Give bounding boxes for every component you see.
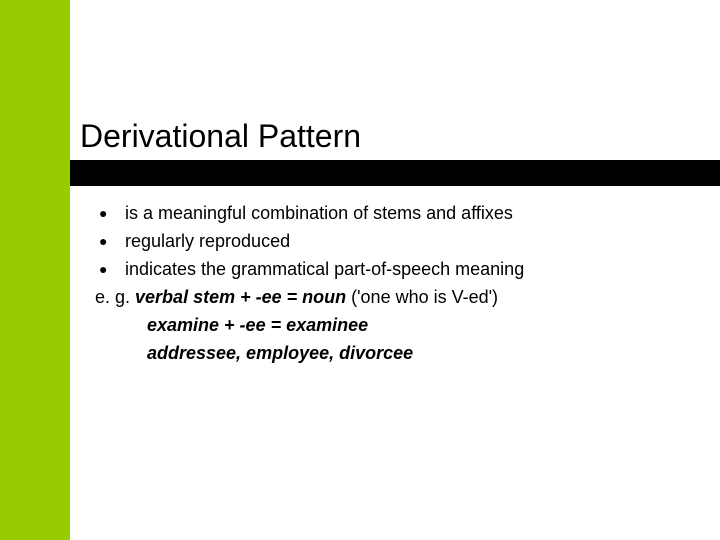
- example-prefix: e. g.: [95, 287, 135, 307]
- example-line-3: addressee, employee, divorcee: [95, 340, 685, 366]
- bullet-text: regularly reproduced: [125, 228, 685, 254]
- title-underline-bar: [70, 160, 720, 186]
- bullet-icon: ●: [95, 200, 125, 226]
- slide-title: Derivational Pattern: [80, 118, 361, 155]
- bullet-item: ● regularly reproduced: [95, 228, 685, 254]
- example-line-2: examine + -ee = examinee: [95, 312, 685, 338]
- slide-content: ● is a meaningful combination of stems a…: [95, 200, 685, 369]
- example-line-1: e. g. verbal stem + -ee = noun ('one who…: [95, 284, 685, 310]
- bullet-text: indicates the grammatical part-of-speech…: [125, 256, 685, 282]
- bullet-icon: ●: [95, 256, 125, 282]
- example-gloss: ('one who is V-ed'): [346, 287, 498, 307]
- accent-sidebar: [0, 0, 70, 540]
- bullet-item: ● indicates the grammatical part-of-spee…: [95, 256, 685, 282]
- bullet-text: is a meaningful combination of stems and…: [125, 200, 685, 226]
- bullet-item: ● is a meaningful combination of stems a…: [95, 200, 685, 226]
- example-pattern: verbal stem + -ee = noun: [135, 287, 346, 307]
- bullet-icon: ●: [95, 228, 125, 254]
